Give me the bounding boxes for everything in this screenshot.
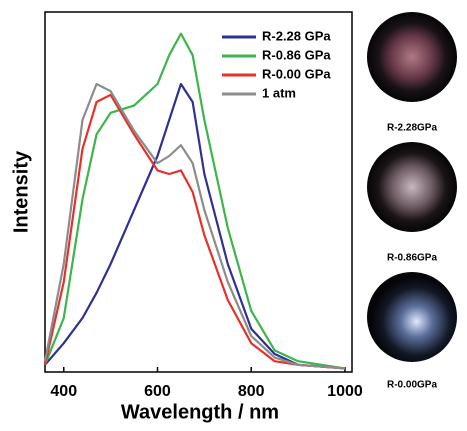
legend-label: R-0.86 GPa [262,47,331,62]
photo [367,272,457,362]
photo-caption: R-0.86GPa [387,253,437,264]
legend-label: R-2.28 GPa [262,28,331,43]
photo [367,142,457,232]
legend-label: R-0.00 GPa [262,66,331,81]
x-tick-label: 400 [50,383,77,400]
plot: 400 600 800 1000 R-2.28 GPa R-0.86 GPa R-0.00 … [43,28,363,400]
plot-frame [44,11,353,373]
photo [367,12,457,102]
y-axis-label: Intensity [10,150,32,233]
photo-caption: R-2.28GPa [387,123,437,134]
x-tick-label: 600 [144,383,171,400]
x-tick-label: 1000 [327,383,363,400]
legend-label: 1 atm [262,85,296,100]
series-line [43,32,346,370]
series-line [44,82,346,370]
x-tick-label: 800 [238,383,265,400]
x-axis-label: Wavelength / nm [121,401,279,423]
series-line [43,82,346,370]
series-line [43,93,346,370]
photo-caption: R-0.00GPa [387,380,437,391]
